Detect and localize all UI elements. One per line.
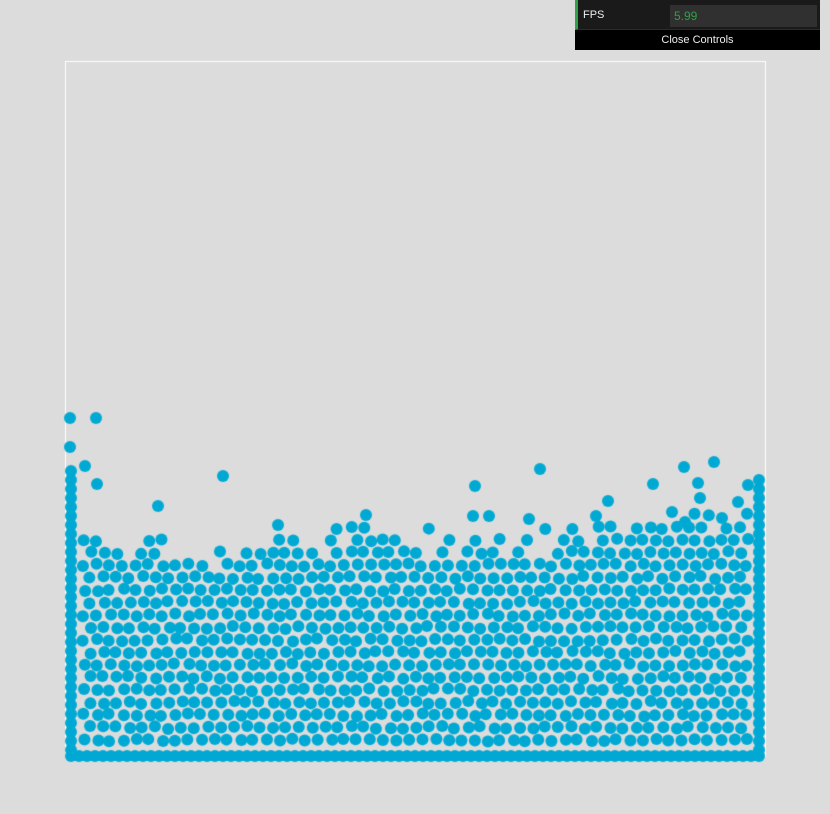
fps-control-row: FPS — [575, 0, 820, 30]
fps-input[interactable] — [670, 5, 817, 27]
fps-label: FPS — [583, 9, 605, 21]
close-controls-button[interactable]: Close Controls — [661, 34, 734, 46]
gui-controls-panel: FPS Close Controls — [575, 0, 820, 50]
